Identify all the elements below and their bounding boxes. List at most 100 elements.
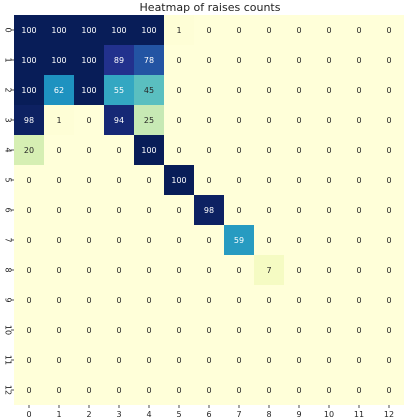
heatmap-cell-r12-c1 (44, 375, 74, 405)
y-tick-label-8: 8 (4, 267, 13, 272)
cell-label-r7-c9: 0 (296, 236, 301, 245)
heatmap-cell-r5-c2 (74, 165, 104, 195)
cell-label-r1-c9: 0 (296, 56, 301, 65)
cell-label-r8-c10: 0 (326, 266, 331, 275)
heatmap-cell-r9-c12 (374, 285, 404, 315)
heatmap-cell-r8-c1 (44, 255, 74, 285)
cell-label-r12-c9: 0 (296, 386, 301, 395)
cell-label-r11-c6: 0 (206, 356, 211, 365)
x-tick-label-2: 2 (86, 410, 91, 419)
cell-label-r6-c4: 0 (146, 206, 151, 215)
cell-label-r10-c12: 0 (386, 326, 391, 335)
heatmap-cell-r3-c12 (374, 105, 404, 135)
cell-label-r10-c7: 0 (236, 326, 241, 335)
heatmap-cell-r8-c9 (284, 255, 314, 285)
heatmap-cell-r5-c5 (164, 165, 194, 195)
y-tick-label-11: 11 (4, 355, 13, 365)
heatmap-cell-r8-c8 (254, 255, 284, 285)
heatmap-cell-r0-c4 (134, 15, 164, 45)
cell-label-r8-c1: 0 (56, 266, 61, 275)
heatmap-cell-r9-c1 (44, 285, 74, 315)
heatmap-cell-r8-c5 (164, 255, 194, 285)
heatmap-cell-r4-c2 (74, 135, 104, 165)
cell-label-r7-c10: 0 (326, 236, 331, 245)
heatmap-cell-r0-c8 (254, 15, 284, 45)
cell-label-r0-c7: 0 (236, 26, 241, 35)
heatmap-cell-r12-c9 (284, 375, 314, 405)
heatmap-cell-r11-c0 (14, 345, 44, 375)
heatmap-cell-r6-c10 (314, 195, 344, 225)
cell-label-r4-c0: 20 (24, 146, 34, 155)
cell-label-r7-c8: 0 (266, 236, 271, 245)
heatmap-cell-r12-c5 (164, 375, 194, 405)
cell-label-r7-c12: 0 (386, 236, 391, 245)
y-tick-label-10: 10 (4, 325, 13, 335)
cell-label-r4-c12: 0 (386, 146, 391, 155)
cell-label-r11-c7: 0 (236, 356, 241, 365)
heatmap-cell-r12-c6 (194, 375, 224, 405)
heatmap-cell-r2-c8 (254, 75, 284, 105)
cell-label-r9-c8: 0 (266, 296, 271, 305)
cell-label-r12-c5: 0 (176, 386, 181, 395)
heatmap-cell-r7-c3 (104, 225, 134, 255)
heatmap-cell-r11-c7 (224, 345, 254, 375)
cell-label-r11-c3: 0 (116, 356, 121, 365)
cell-label-r9-c0: 0 (26, 296, 31, 305)
heatmap-cell-r5-c3 (104, 165, 134, 195)
cell-label-r8-c6: 0 (206, 266, 211, 275)
cell-label-r6-c9: 0 (296, 206, 301, 215)
cell-label-r7-c7: 59 (234, 236, 244, 245)
cell-label-r3-c12: 0 (386, 116, 391, 125)
cell-label-r11-c5: 0 (176, 356, 181, 365)
cell-label-r6-c2: 0 (86, 206, 91, 215)
cell-label-r2-c6: 0 (206, 86, 211, 95)
cell-label-r0-c1: 100 (51, 26, 66, 35)
cell-label-r0-c0: 100 (21, 26, 36, 35)
heatmap-cell-r1-c12 (374, 45, 404, 75)
cell-label-r6-c12: 0 (386, 206, 391, 215)
cell-label-r0-c12: 0 (386, 26, 391, 35)
heatmap-cell-r5-c9 (284, 165, 314, 195)
heatmap-cell-r12-c11 (344, 375, 374, 405)
heatmap-cell-r11-c4 (134, 345, 164, 375)
heatmap-cell-r11-c6 (194, 345, 224, 375)
cell-label-r11-c1: 0 (56, 356, 61, 365)
cell-label-r11-c8: 0 (266, 356, 271, 365)
cell-label-r4-c4: 100 (141, 146, 156, 155)
x-tick-label-1: 1 (56, 410, 61, 419)
heatmap-cell-r0-c9 (284, 15, 314, 45)
cell-label-r2-c12: 0 (386, 86, 391, 95)
cell-label-r12-c6: 0 (206, 386, 211, 395)
heatmap-cell-r5-c12 (374, 165, 404, 195)
cell-label-r0-c6: 0 (206, 26, 211, 35)
heatmap-cell-r3-c5 (164, 105, 194, 135)
heatmap-cell-r4-c10 (314, 135, 344, 165)
heatmap-cell-r10-c9 (284, 315, 314, 345)
cell-label-r1-c7: 0 (236, 56, 241, 65)
x-tick-label-12: 12 (384, 410, 394, 419)
heatmap-cell-r10-c7 (224, 315, 254, 345)
cell-label-r7-c11: 0 (356, 236, 361, 245)
heatmap-cell-r10-c3 (104, 315, 134, 345)
heatmap-cell-r11-c1 (44, 345, 74, 375)
cell-label-r0-c8: 0 (266, 26, 271, 35)
cell-label-r8-c7: 0 (236, 266, 241, 275)
heatmap-cell-r1-c0 (14, 45, 44, 75)
cell-label-r5-c11: 0 (356, 176, 361, 185)
heatmap-cell-r8-c10 (314, 255, 344, 285)
heatmap-cell-r5-c10 (314, 165, 344, 195)
cell-label-r6-c6: 98 (204, 206, 214, 215)
cell-label-r11-c12: 0 (386, 356, 391, 365)
cell-label-r5-c9: 0 (296, 176, 301, 185)
heatmap-cell-r7-c9 (284, 225, 314, 255)
heatmap-cell-r2-c6 (194, 75, 224, 105)
y-tick-label-12: 12 (4, 385, 13, 395)
cell-label-r6-c3: 0 (116, 206, 121, 215)
cell-label-r2-c8: 0 (266, 86, 271, 95)
cell-label-r2-c4: 45 (144, 86, 154, 95)
heatmap-cell-r2-c1 (44, 75, 74, 105)
heatmap-cell-r3-c10 (314, 105, 344, 135)
cell-label-r8-c8: 7 (266, 266, 271, 275)
cell-label-r5-c1: 0 (56, 176, 61, 185)
x-tick-label-8: 8 (266, 410, 271, 419)
